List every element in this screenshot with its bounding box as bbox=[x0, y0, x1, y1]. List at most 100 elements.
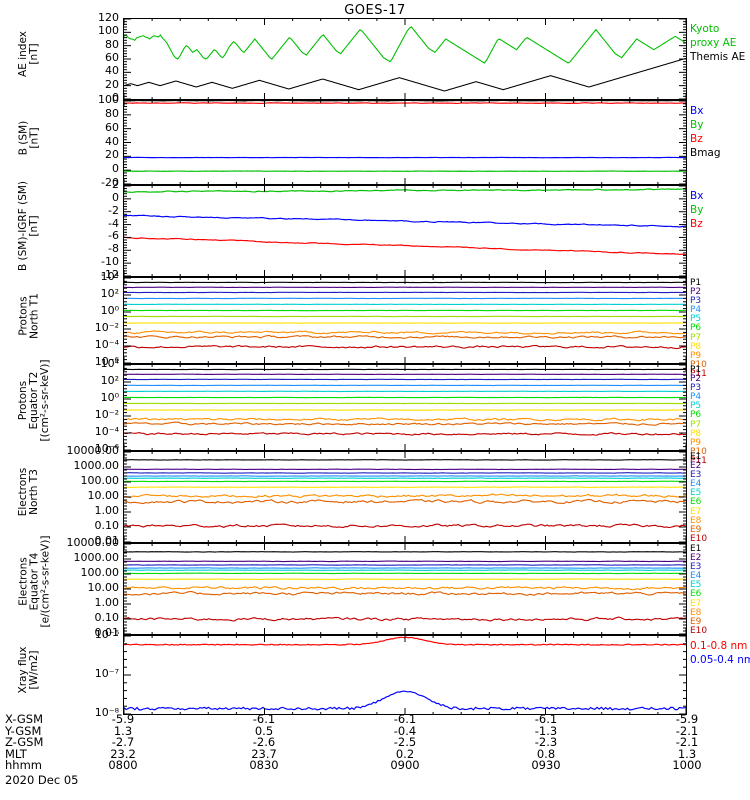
bottom-value-mlt-0930: 0.8 bbox=[536, 746, 556, 761]
ytick-xray-flux-0: 10⁻⁶ bbox=[94, 628, 119, 641]
ytick-b-sm-6: -20 bbox=[101, 176, 119, 189]
bottom-row-label-z-gsm: Z-GSM bbox=[5, 735, 44, 750]
panel-b-sm-minus-igrf bbox=[123, 185, 687, 277]
bottom-value-z-1000: -2.1 bbox=[675, 735, 699, 750]
bottom-column-0900: -6.1 -0.4 -2.5 0.2 0900 bbox=[365, 712, 445, 772]
panel-protons-equator-t2 bbox=[123, 364, 687, 451]
bottom-value-x-0830: -6.1 bbox=[252, 712, 276, 726]
legend-entry-electrons-north-t3-2: E3 bbox=[690, 470, 702, 481]
legend-entry-electrons-north-t3-5: E6 bbox=[690, 497, 702, 508]
legend-entry-electrons-equator-t4-3: E4 bbox=[690, 571, 702, 582]
legend-entry-protons-equator-t2-6: P7 bbox=[690, 419, 702, 430]
ytick-b-sm-minus-igrf-2: -2 bbox=[108, 203, 119, 217]
legend-entry-protons-north-t1-10: P11 bbox=[690, 368, 707, 379]
legend-entry-protons-north-t1-0: P1 bbox=[690, 278, 702, 288]
ytick-ae-index-2: 80 bbox=[105, 37, 119, 51]
bottom-value-z-0930: -2.3 bbox=[534, 735, 558, 750]
panel-xray-flux bbox=[123, 635, 687, 715]
bottom-column-0800: -5.9 1.3 -2.7 23.2 0800 bbox=[83, 713, 163, 772]
bottom-value-mlt-1000: 1.3 bbox=[677, 746, 697, 761]
ytick-protons-north-t1-5: 10⁻⁶ bbox=[94, 355, 119, 368]
bottom-value-x-1000: -5.9 bbox=[675, 712, 699, 726]
legend-entry-electrons-north-t3-4: E5 bbox=[690, 488, 702, 499]
ytick-b-sm-minus-igrf-6: -10 bbox=[101, 255, 119, 269]
legend-entry-protons-equator-t2-2: P3 bbox=[690, 383, 702, 394]
ytick-protons-equator-t2-5: 10⁻⁶ bbox=[94, 442, 119, 455]
ytick-b-sm-minus-igrf-7: -12 bbox=[101, 268, 119, 281]
legend-entry-electrons-equator-t4-1: E2 bbox=[690, 553, 702, 564]
ytick-electrons-equator-t4-1: 1000.00 bbox=[73, 551, 120, 564]
legend-entry-electrons-north-t3-1: E2 bbox=[690, 461, 702, 472]
panel-protons-north-plot bbox=[124, 281, 686, 350]
ytick-b-sm-minus-igrf-0: 2 bbox=[112, 178, 119, 191]
legend-entry-protons-north-t1-1: P2 bbox=[690, 287, 702, 298]
bottom-value-y-1000: -2.1 bbox=[675, 723, 699, 738]
bottom-value-x-0900: -6.1 bbox=[393, 712, 417, 726]
bottom-column-0830: -6.1 0.5 -2.6 23.7 0830 bbox=[224, 712, 304, 773]
legend-entry-b-sm-minus-igrf-2: Bz bbox=[690, 218, 703, 230]
legend-entry-protons-north-t1-2: P3 bbox=[690, 296, 702, 307]
panel-electrons-equator-plot bbox=[124, 551, 686, 622]
legend-entry-ae-index-1: Themis AE bbox=[690, 51, 746, 63]
legend-b-sm-minus-igrf: Bx By Bz bbox=[690, 189, 703, 231]
legend-electrons-equator-t4: E1 E2 E3 E4 E5 E6 E7 E8 E9 E10 bbox=[690, 544, 708, 636]
ytick-electrons-north-t3-6: 0.01 bbox=[94, 534, 120, 547]
legend-entry-protons-equator-t2-1: P2 bbox=[690, 374, 702, 385]
legend-entry-protons-north-t1-3: P4 bbox=[690, 305, 702, 316]
bottom-value-mlt-0800: 23.2 bbox=[110, 746, 136, 761]
ytick-electrons-equator-t4-3: 10.00 bbox=[87, 581, 120, 594]
legend-entry-xray-flux-0: 0.1-0.8 nm bbox=[690, 640, 748, 652]
bottom-row-label-y-gsm: Y-GSM bbox=[5, 723, 42, 738]
bottom-value-y-0930: -1.3 bbox=[534, 723, 558, 738]
legend-entry-protons-equator-t2-4: P5 bbox=[690, 401, 702, 412]
legend-entry-b-sm-2: Bz bbox=[690, 133, 703, 145]
ytick-protons-north-t1-0: 10⁴ bbox=[100, 270, 119, 283]
ytick-b-sm-5: 0 bbox=[112, 162, 119, 176]
legend-b-sm: Bx By Bz Bmag bbox=[690, 104, 721, 160]
panel-electrons-north-plot bbox=[124, 459, 686, 529]
ytick-b-sm-1: 80 bbox=[105, 106, 119, 120]
legend-entry-protons-equator-t2-10: P11 bbox=[690, 455, 707, 466]
legend-protons-equator-t2: P1 P2 P3 P4 P5 P6 P7 P8 P9 P10 P11 bbox=[690, 365, 707, 466]
legend-entry-electrons-north-t3-8: E9 bbox=[690, 524, 702, 535]
panel-ae-index-plot bbox=[124, 26, 686, 92]
bottom-value-mlt-0900: 0.2 bbox=[395, 746, 415, 761]
bottom-column-0930: -6.1 -1.3 -2.3 0.8 0930 bbox=[506, 712, 586, 773]
ytick-electrons-north-t3-0: 10000.00 bbox=[66, 444, 120, 457]
ytick-b-sm-4: 20 bbox=[105, 148, 119, 162]
date-stamp: 2020 Dec 05 bbox=[5, 773, 79, 787]
legend-entry-protons-north-t1-8: P9 bbox=[690, 350, 702, 361]
ytick-ae-index-6: 0 bbox=[112, 91, 119, 104]
legend-entry-protons-equator-t2-9: P10 bbox=[690, 446, 707, 457]
ytick-electrons-north-t3-5: 0.10 bbox=[94, 519, 120, 532]
ytick-marks-b-sm bbox=[123, 100, 687, 185]
ytick-ae-index-4: 40 bbox=[105, 64, 119, 78]
legend-entry-electrons-equator-t4-9: E10 bbox=[690, 625, 708, 636]
legend-entry-electrons-equator-t4-7: E8 bbox=[690, 607, 702, 618]
bottom-row-label-mlt: MLT bbox=[5, 746, 27, 761]
legend-entry-electrons-equator-t4-0: E1 bbox=[690, 544, 702, 554]
bottom-value-x-0930: -6.1 bbox=[534, 712, 558, 726]
ytick-protons-north-t1-2: 10⁰ bbox=[100, 304, 119, 317]
ytick-protons-equator-t2-0: 10⁴ bbox=[100, 357, 119, 370]
bottom-column-1000: -5.9 -2.1 -2.1 1.3 1000 bbox=[647, 712, 727, 773]
ytick-electrons-equator-t4-0: 10000.00 bbox=[66, 536, 120, 549]
ytick-electrons-north-t3-2: 100.00 bbox=[80, 474, 120, 487]
bottom-value-z-0830: -2.6 bbox=[252, 735, 276, 750]
ytick-xray-flux-2: 10⁻⁸ bbox=[94, 706, 119, 719]
ytick-ae-index-5: 20 bbox=[105, 77, 119, 91]
ytick-protons-equator-t2-1: 10² bbox=[100, 374, 119, 387]
legend-entry-electrons-equator-t4-6: E7 bbox=[690, 598, 702, 609]
bottom-value-hhmm-0930: 0930 bbox=[531, 758, 561, 773]
bottom-value-hhmm-0830: 0830 bbox=[249, 758, 279, 773]
ytick-b-sm-minus-igrf-3: -4 bbox=[108, 216, 119, 230]
ytick-protons-equator-t2-2: 10⁰ bbox=[100, 391, 119, 404]
bottom-value-mlt-0830: 23.7 bbox=[251, 746, 277, 761]
panel-protons-north-t1 bbox=[123, 277, 687, 364]
legend-entry-electrons-north-t3-0: E1 bbox=[690, 452, 702, 462]
ytick-b-sm-minus-igrf-1: 0 bbox=[112, 190, 119, 204]
page-title: GOES-17 bbox=[344, 3, 406, 18]
bottom-value-hhmm-1000: 1000 bbox=[672, 758, 702, 773]
ytick-protons-equator-t2-4: 10⁻⁴ bbox=[94, 425, 119, 438]
